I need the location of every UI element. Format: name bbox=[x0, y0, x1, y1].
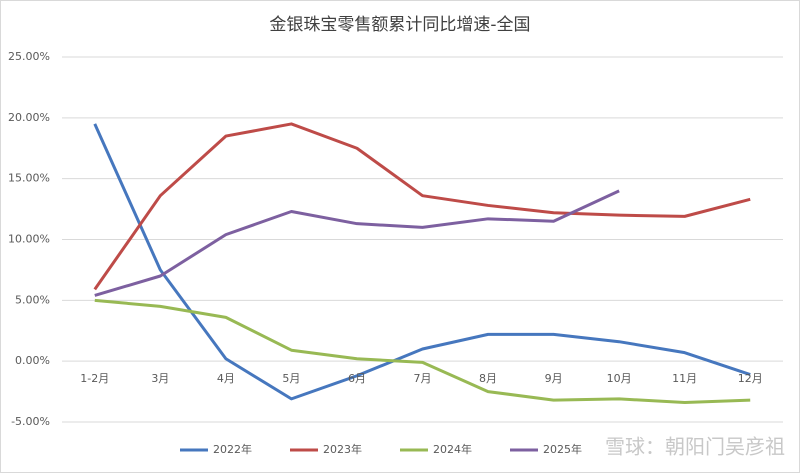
x-tick-label: 9月 bbox=[545, 372, 563, 385]
y-tick-label: 0.00% bbox=[15, 354, 50, 367]
x-tick-label: 6月 bbox=[348, 372, 366, 385]
watermark: 雪球：朝阳门吴彦祖 bbox=[605, 435, 785, 459]
series-line bbox=[94, 298, 751, 405]
x-tick-label: 5月 bbox=[282, 372, 300, 385]
series-line bbox=[93, 123, 751, 401]
x-tick-label: 10月 bbox=[607, 372, 632, 385]
x-tick-label: 3月 bbox=[151, 372, 169, 385]
y-tick-label: -5.00% bbox=[11, 415, 50, 428]
legend-label: 2022年 bbox=[213, 442, 252, 456]
x-tick-label: 8月 bbox=[479, 372, 497, 385]
y-tick-label: 15.00% bbox=[8, 172, 50, 185]
series-line bbox=[93, 122, 751, 291]
y-tick-label: 5.00% bbox=[15, 293, 50, 306]
x-tick-label: 11月 bbox=[672, 372, 697, 385]
legend-label: 2024年 bbox=[433, 442, 472, 456]
x-tick-label: 1-2月 bbox=[80, 372, 109, 385]
x-tick-label: 12月 bbox=[738, 372, 763, 385]
series-line bbox=[94, 189, 620, 297]
x-tick-label: 7月 bbox=[414, 372, 432, 385]
y-tick-label: 25.00% bbox=[8, 50, 50, 63]
x-tick-label: 4月 bbox=[217, 372, 235, 385]
y-tick-label: 10.00% bbox=[8, 233, 50, 246]
chart-title: 金银珠宝零售额累计同比增速-全国 bbox=[269, 15, 530, 35]
y-tick-label: 20.00% bbox=[8, 111, 50, 124]
legend-label: 2023年 bbox=[323, 442, 362, 456]
legend-label: 2025年 bbox=[543, 442, 582, 456]
